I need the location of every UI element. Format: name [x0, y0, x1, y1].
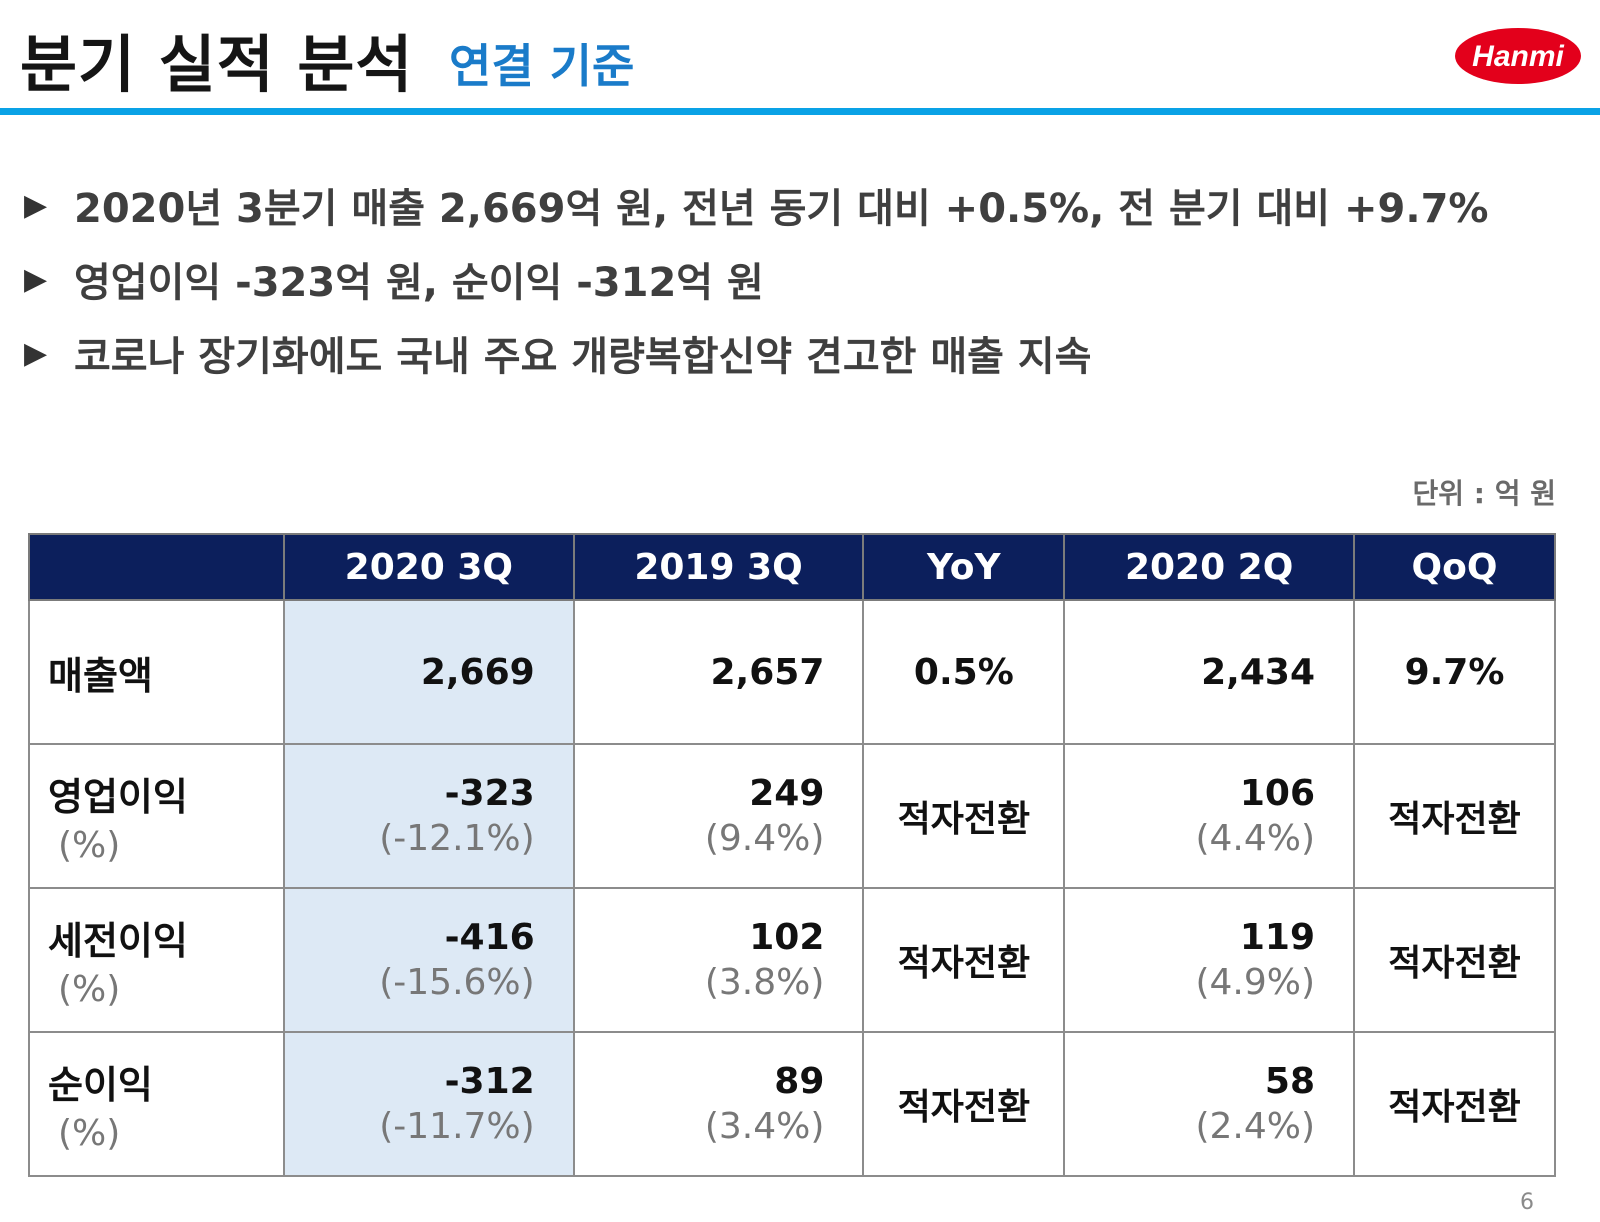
cell-qoq: 9.7%	[1353, 599, 1556, 745]
cell-yoy: 적자전환	[862, 1031, 1066, 1177]
cell-2020-2q: 106 (4.4%)	[1063, 743, 1355, 889]
column-header: 2019 3Q	[572, 533, 865, 601]
cell-2020-3q: -312 (-11.7%)	[283, 1031, 575, 1177]
row-label-percent: (%)	[58, 825, 121, 866]
page-title: 분기 실적 분석	[20, 28, 414, 101]
bullet-arrow-icon: ▶	[24, 335, 48, 371]
column-header	[28, 533, 285, 601]
row-label: 영업이익 (%)	[28, 743, 285, 889]
row-label: 매출액	[28, 599, 285, 745]
bullet-arrow-icon: ▶	[24, 187, 48, 223]
header-divider	[0, 108, 1600, 115]
table-header-row: 2020 3Q 2019 3Q YoY 2020 2Q QoQ	[28, 533, 1556, 601]
column-header: 2020 2Q	[1063, 533, 1355, 601]
column-header: YoY	[862, 533, 1066, 601]
cell-yoy: 0.5%	[862, 599, 1066, 745]
performance-table: 2020 3Q 2019 3Q YoY 2020 2Q QoQ 매출액 2,66…	[28, 533, 1556, 1177]
cell-qoq: 적자전환	[1353, 743, 1556, 889]
table-row: 영업이익 (%) -323 (-12.1%) 249 (9.4%) 적자전환 106(…	[28, 743, 1556, 889]
cell-2019-3q: 102 (3.8%)	[572, 887, 865, 1033]
hanmi-logo: Hanmi	[1455, 28, 1581, 84]
row-label-percent: (%)	[58, 1113, 121, 1154]
bullet-item: ▶ 2020년 3분기 매출 2,669억 원, 전년 동기 대비 +0.5%,…	[24, 168, 1489, 242]
cell-qoq: 적자전환	[1353, 887, 1556, 1033]
cell-2019-3q: 2,657	[572, 599, 865, 745]
cell-2019-3q: 249 (9.4%)	[572, 743, 865, 889]
logo-text: Hanmi	[1472, 40, 1564, 73]
column-header: QoQ	[1353, 533, 1556, 601]
summary-bullets: ▶ 2020년 3분기 매출 2,669억 원, 전년 동기 대비 +0.5%,…	[24, 168, 1489, 390]
slide-header: 분기 실적 분석 연결 기준 Hanmi	[0, 0, 1600, 118]
cell-yoy: 적자전환	[862, 887, 1066, 1033]
bullet-arrow-icon: ▶	[24, 261, 48, 297]
column-header: 2020 3Q	[283, 533, 575, 601]
cell-2020-3q: -416 (-15.6%)	[283, 887, 575, 1033]
table-row: 매출액 2,669 2,657 0.5% 2,434 9.7%	[28, 599, 1556, 745]
table-row: 세전이익 (%) -416 (-15.6%) 102 (3.8%) 적자전환 119(…	[28, 887, 1556, 1033]
bullet-item: ▶ 코로나 장기화에도 국내 주요 개량복합신약 견고한 매출 지속	[24, 316, 1489, 390]
cell-qoq: 적자전환	[1353, 1031, 1556, 1177]
cell-2020-3q: -323 (-12.1%)	[283, 743, 575, 889]
bullet-text: 코로나 장기화에도 국내 주요 개량복합신약 견고한 매출 지속	[74, 334, 1092, 380]
unit-note: 단위 : 억 원	[1412, 477, 1556, 510]
cell-2020-2q: 2,434	[1063, 599, 1355, 745]
cell-2020-2q: 58 (2.4%)	[1063, 1031, 1355, 1177]
bullet-text: 영업이익 -323억 원, 순이익 -312억 원	[74, 260, 764, 306]
page-number: 6	[1520, 1190, 1534, 1215]
table-row: 순이익 (%) -312 (-11.7%) 89 (3.4%) 적자전환 58 (2.4…	[28, 1031, 1556, 1177]
bullet-item: ▶ 영업이익 -323억 원, 순이익 -312억 원	[24, 242, 1489, 316]
cell-2020-2q: 119 (4.9%)	[1063, 887, 1355, 1033]
row-label-percent: (%)	[58, 969, 121, 1010]
cell-2020-3q: 2,669	[283, 599, 575, 745]
bullet-text: 2020년 3분기 매출 2,669억 원, 전년 동기 대비 +0.5%, 전…	[74, 186, 1489, 232]
cell-yoy: 적자전환	[862, 743, 1066, 889]
row-label: 세전이익 (%)	[28, 887, 285, 1033]
cell-2019-3q: 89 (3.4%)	[572, 1031, 865, 1177]
page-subtitle: 연결 기준	[449, 39, 635, 93]
row-label: 순이익 (%)	[28, 1031, 285, 1177]
